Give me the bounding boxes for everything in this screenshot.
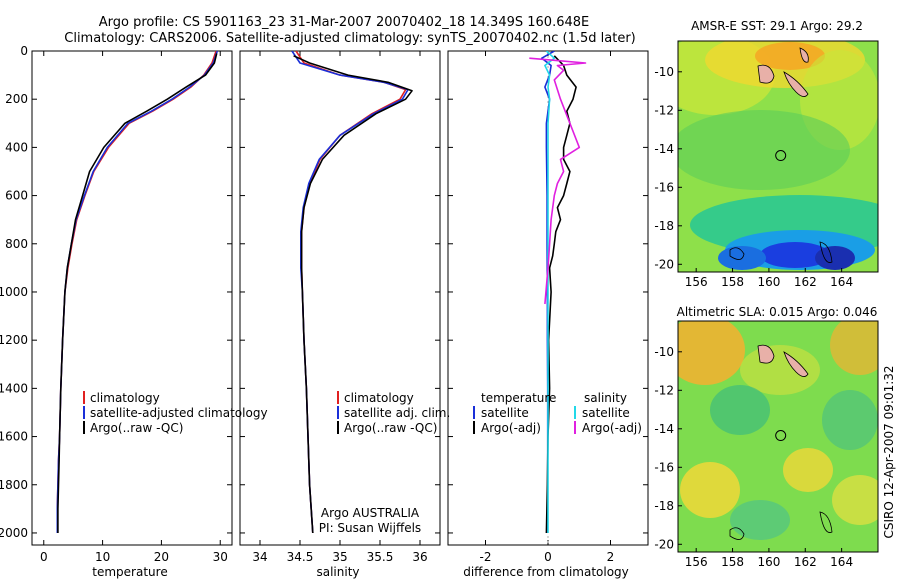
y-tick-label: 1000	[0, 285, 28, 299]
temperature-axis: 0 10 20 30 0 200 400 600 800 1000 1200 1400 1600 1800…	[0, 44, 232, 564]
y-tick-label: 1600	[0, 430, 28, 444]
map-x-tick-label: 156	[685, 275, 708, 289]
sla-argo-float-marker	[775, 430, 787, 442]
x-tick-label: -2	[480, 550, 492, 564]
legend-label-salinity-argo: Argo(-adj)	[582, 421, 642, 435]
temperature-plot-frame	[31, 50, 233, 546]
map-x-tick-label: 164	[830, 555, 853, 569]
difference-legend: temperature salinity satellite Argo(-adj…	[473, 391, 642, 435]
x-tick-label: 34.5	[287, 550, 314, 564]
temperature-series	[56, 51, 219, 533]
x-tick-label: 0	[40, 550, 48, 564]
x-tick-label: 0	[544, 550, 552, 564]
legend-label-argo: Argo(..raw -QC)	[344, 421, 437, 435]
map-y-tick-label: -16	[654, 460, 674, 474]
map-y-tick-label: -20	[654, 537, 674, 551]
x-tick-label: 10	[95, 550, 110, 564]
difference-xlabel: difference from climatology	[463, 565, 629, 579]
sst-map-frame	[677, 40, 879, 273]
sla-map-frame	[677, 320, 879, 553]
map-x-tick-label: 158	[721, 275, 744, 289]
side-timestamp: CSIRO 12-Apr-2007 09:01:32	[882, 365, 896, 538]
y-tick-label: 0	[20, 44, 28, 58]
legend-label-satellite: satellite adj. clim.	[344, 406, 450, 420]
legend-label-temperature-satellite: satellite	[481, 406, 529, 420]
series-line-argo-raw-qc-	[57, 53, 218, 533]
temperature-xlabel: temperature	[92, 565, 167, 579]
sst-map-axis: 156 158 160 162 164 -10 -12 -14 -16 -18 -20	[654, 65, 853, 289]
x-tick-label: 2	[607, 550, 615, 564]
legend-label-temperature-argo: Argo(-adj)	[481, 421, 541, 435]
map-x-tick-label: 162	[794, 275, 817, 289]
series-line-salinity-satellite	[544, 51, 556, 533]
map-x-tick-label: 160	[757, 555, 780, 569]
map-x-tick-label: 156	[685, 555, 708, 569]
salinity-legend: climatology satellite adj. clim. Argo(..…	[337, 391, 450, 435]
map-y-tick-label: -14	[654, 142, 674, 156]
map-x-tick-label: 162	[794, 555, 817, 569]
annotation-pi-name: PI: Susan Wijffels	[319, 521, 421, 535]
map-y-tick-label: -10	[654, 65, 674, 79]
annotation-argo-australia: Argo AUSTRALIA	[321, 506, 420, 520]
series-line-climatology	[295, 51, 407, 534]
difference-panel: -2 0 2 temperature salinity satellite Argo…	[447, 50, 649, 579]
legend-title-salinity: salinity	[584, 391, 627, 405]
sst-map-title: AMSR-E SST: 29.1 Argo: 29.2	[691, 19, 863, 33]
legend-label-salinity-satellite: satellite	[582, 406, 630, 420]
map-y-tick-label: -12	[654, 383, 674, 397]
series-line-salinity-argo-adj-	[529, 57, 587, 305]
x-tick-label: 36	[412, 550, 427, 564]
map-y-tick-label: -18	[654, 499, 674, 513]
map-y-tick-label: -16	[654, 180, 674, 194]
legend-label-climatology: climatology	[344, 391, 414, 405]
y-tick-label: 2000	[0, 526, 28, 540]
y-tick-label: 1400	[0, 381, 28, 395]
map-y-tick-label: -18	[654, 219, 674, 233]
y-tick-label: 800	[5, 237, 28, 251]
x-tick-label: 20	[154, 550, 169, 564]
map-y-tick-label: -12	[654, 103, 674, 117]
legend-label-climatology: climatology	[90, 391, 160, 405]
sla-map-title: Altimetric SLA: 0.015 Argo: 0.046	[677, 305, 878, 319]
legend-label-satellite: satellite-adjusted climatology	[90, 406, 268, 420]
salinity-plot-frame	[239, 50, 441, 546]
sst-map-image	[678, 41, 878, 272]
sla-map-image	[678, 321, 878, 552]
map-x-tick-label: 160	[757, 275, 780, 289]
legend-label-argo: Argo(..raw -QC)	[90, 421, 183, 435]
temperature-legend: climatology satellite-adjusted climatolo…	[83, 391, 268, 435]
map-y-tick-label: -14	[654, 422, 674, 436]
y-tick-label: 400	[5, 140, 28, 154]
sst-argo-float-marker	[775, 150, 787, 162]
sla-map-panel: Altimetric SLA: 0.015 Argo: 0.046 156 158…	[654, 305, 879, 569]
title-line-1: Argo profile: CS 5901163_23 31-Mar-2007 …	[99, 15, 589, 30]
map-y-tick-label: -10	[654, 345, 674, 359]
x-tick-label: 35.5	[367, 550, 394, 564]
series-line-satellite-adjusted-climatology	[56, 51, 219, 533]
map-y-tick-label: -20	[654, 257, 674, 271]
difference-axis: -2 0 2	[448, 50, 648, 564]
salinity-series	[291, 51, 413, 534]
x-tick-label: 30	[213, 550, 228, 564]
series-line-climatology	[56, 51, 217, 533]
y-tick-label: 200	[5, 92, 28, 106]
sst-map-panel: AMSR-E SST: 29.1 Argo: 29.2 156 158 160 162…	[654, 19, 879, 289]
map-x-tick-label: 164	[830, 275, 853, 289]
y-tick-label: 600	[5, 189, 28, 203]
x-tick-label: 35	[332, 550, 347, 564]
x-tick-label: 34	[252, 550, 267, 564]
difference-series	[529, 51, 587, 545]
legend-title-temperature: temperature	[481, 391, 556, 405]
y-tick-label: 1800	[0, 478, 28, 492]
salinity-panel: 34 34.5 35 35.5 36 climatology satellite adj…	[239, 50, 450, 579]
temperature-panel: 0 10 20 30 0 200 400 600 800 1000 1200 1400 1600 1800…	[0, 44, 268, 579]
salinity-axis: 34 34.5 35 35.5 36	[240, 50, 440, 564]
map-x-tick-label: 158	[721, 555, 744, 569]
series-line-argo-raw-qc-	[293, 55, 413, 534]
title-line-2: Climatology: CARS2006. Satellite-adjuste…	[64, 31, 636, 46]
y-tick-label: 1200	[0, 333, 28, 347]
salinity-xlabel: salinity	[316, 565, 359, 579]
sla-map-axis: 156 158 160 162 164 -10 -12 -14 -16 -18 -20	[654, 345, 853, 569]
